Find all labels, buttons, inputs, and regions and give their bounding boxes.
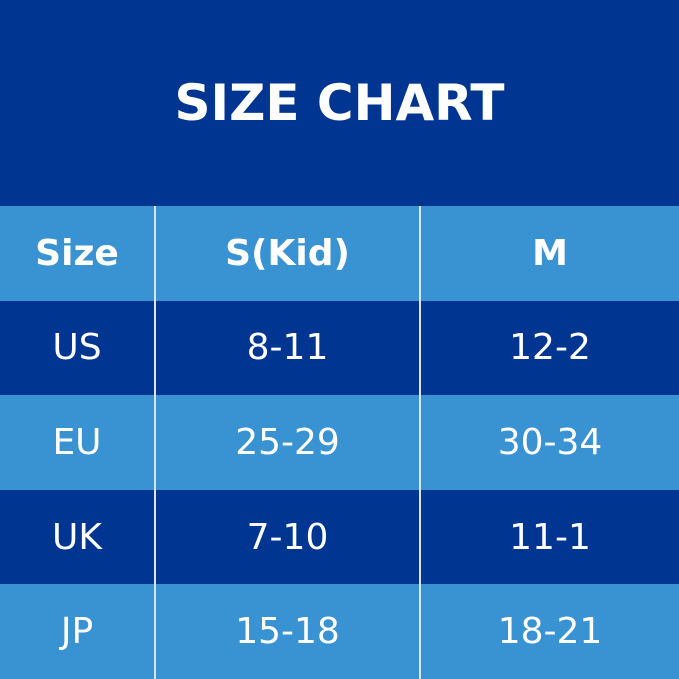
row-label: US: [52, 327, 102, 369]
table-cell: 7-10: [154, 489, 419, 585]
row-label: EU: [52, 421, 102, 463]
row-label: JP: [60, 611, 94, 653]
header-cell: S(Kid): [154, 206, 419, 301]
table-row: US 8-11 12-2: [0, 300, 679, 396]
table-header-row: Size S(Kid) M: [0, 206, 679, 301]
header-cell: M: [419, 206, 679, 301]
size-table: Size S(Kid) M US 8-11 12-2 EU 25-29 30-3…: [0, 206, 679, 679]
table-cell: 12-2: [419, 300, 679, 396]
header-cell: Size: [35, 232, 119, 274]
row-label: UK: [52, 516, 102, 558]
table-row: UK 7-10 11-1: [0, 489, 679, 585]
table-cell: 15-18: [154, 584, 419, 679]
table-cell: 25-29: [154, 395, 419, 490]
size-chart-title: SIZE CHART: [174, 74, 505, 132]
table-cell: 11-1: [419, 489, 679, 585]
table-row: JP 15-18 18-21: [0, 584, 679, 679]
table-cell: 30-34: [419, 395, 679, 490]
table-cell: 8-11: [154, 300, 419, 396]
table-row: EU 25-29 30-34: [0, 395, 679, 490]
table-cell: 18-21: [419, 584, 679, 679]
